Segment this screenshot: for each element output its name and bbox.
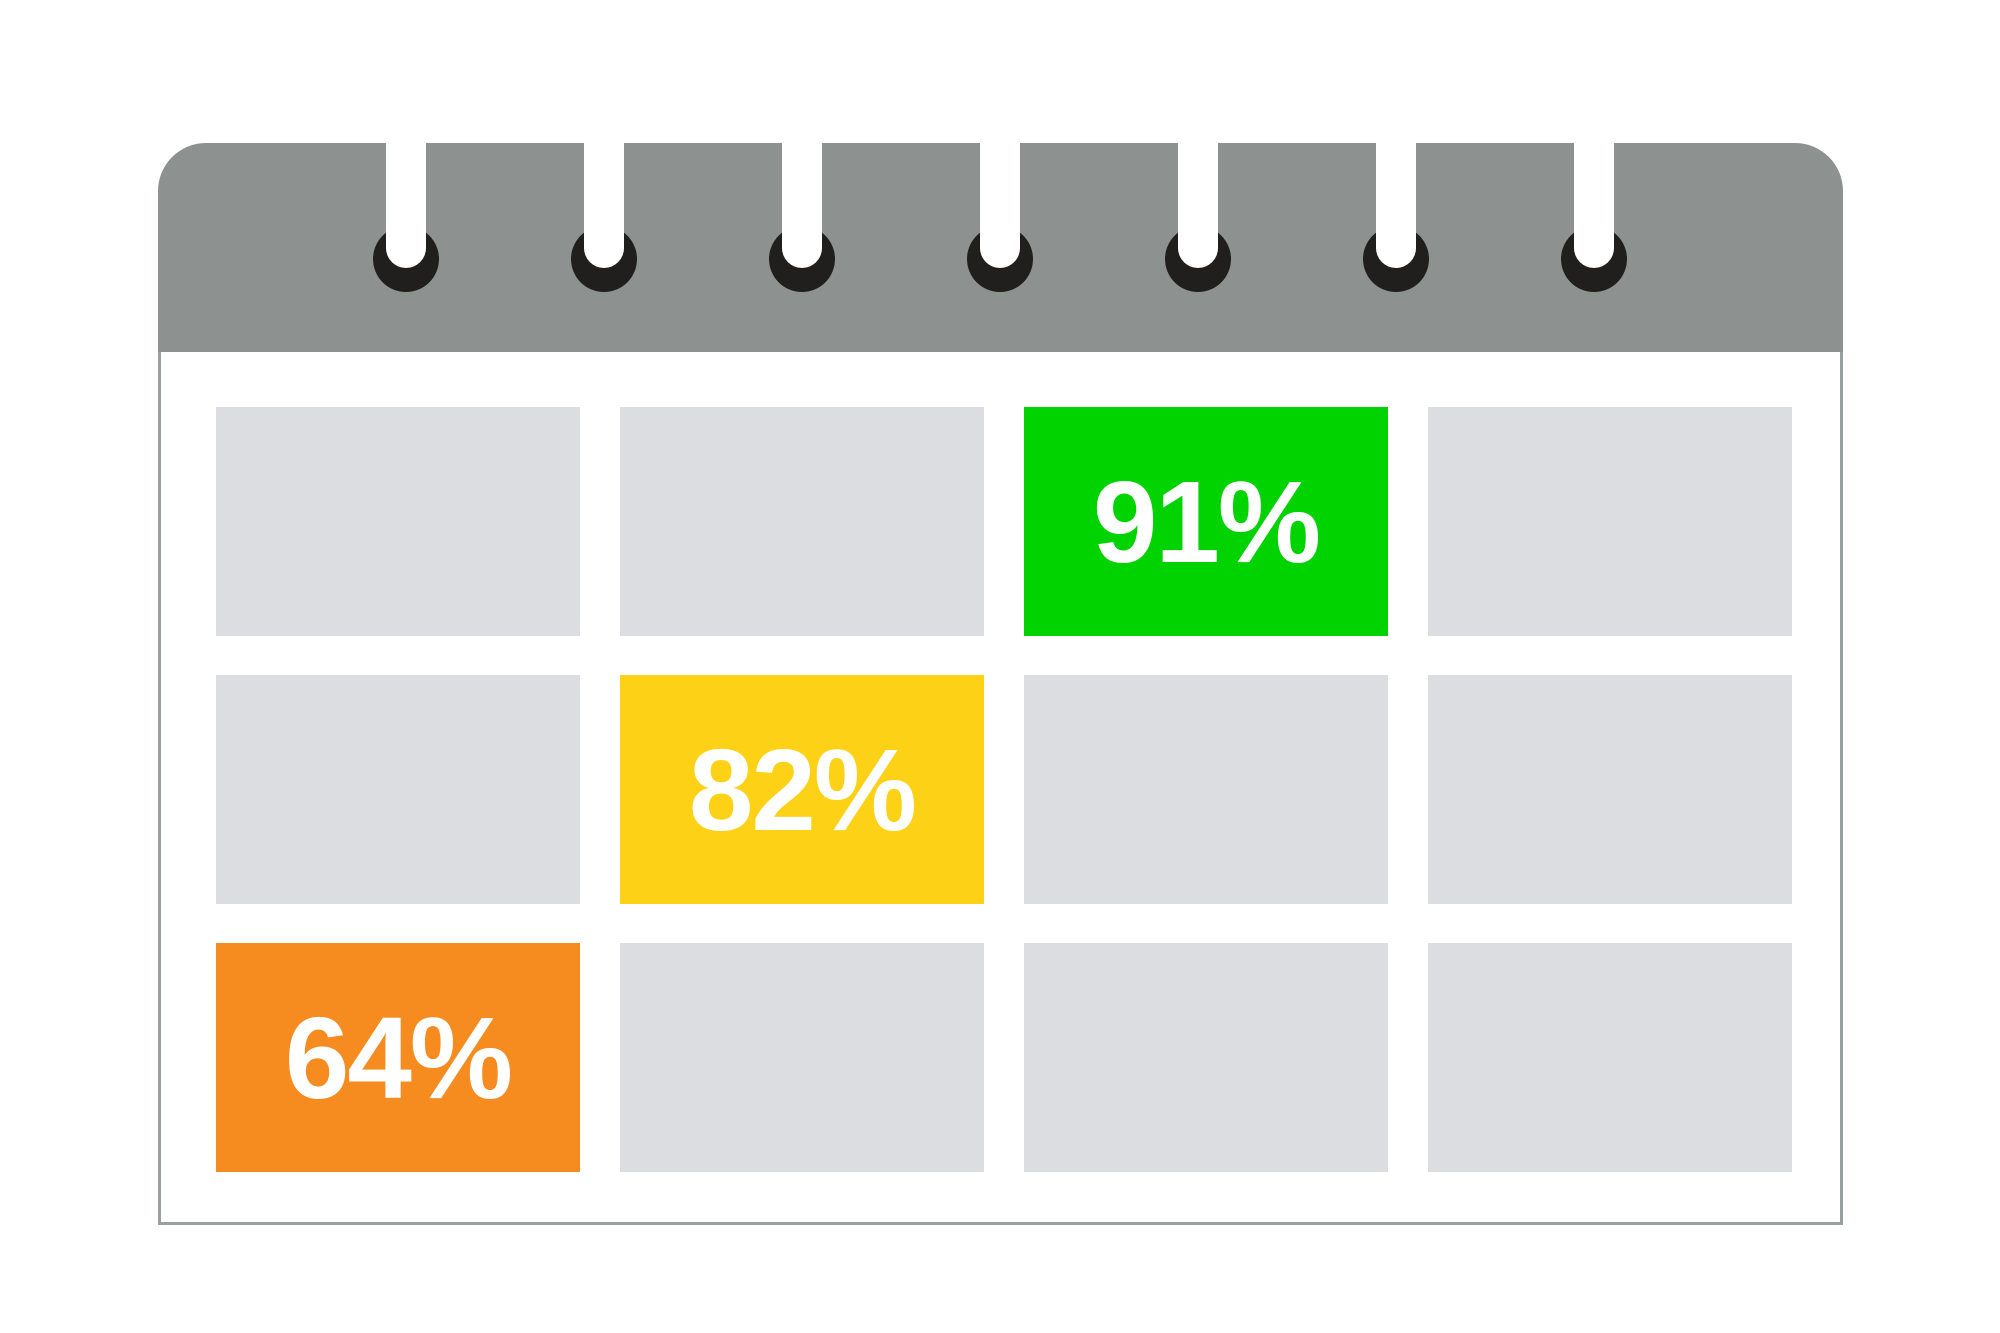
ring-strip — [386, 95, 426, 268]
ring-strip — [584, 95, 624, 268]
calendar-cell — [620, 407, 984, 636]
calendar-cell-highlight-yellow: 82% — [620, 675, 984, 904]
calendar-cell — [216, 407, 580, 636]
calendar-cell — [1428, 943, 1792, 1172]
ring-strip — [1178, 95, 1218, 268]
calendar-cell-highlight-green: 91% — [1024, 407, 1388, 636]
cell-value: 91% — [1092, 456, 1321, 587]
ring-strip — [980, 95, 1020, 268]
calendar-cell — [1428, 407, 1792, 636]
calendar-cell — [1428, 675, 1792, 904]
calendar-cell — [1024, 675, 1388, 904]
calendar-cell-highlight-orange: 64% — [216, 943, 580, 1172]
ring-strip — [782, 95, 822, 268]
cell-value: 64% — [284, 992, 513, 1123]
calendar-graphic: 91% 82% 64% — [158, 95, 1843, 1225]
calendar-grid: 91% 82% 64% — [216, 407, 1792, 1172]
ring-strip — [1574, 95, 1614, 268]
calendar-cell — [620, 943, 984, 1172]
calendar-cell — [216, 675, 580, 904]
calendar-cell — [1024, 943, 1388, 1172]
ring-strip — [1376, 95, 1416, 268]
cell-value: 82% — [688, 724, 917, 855]
